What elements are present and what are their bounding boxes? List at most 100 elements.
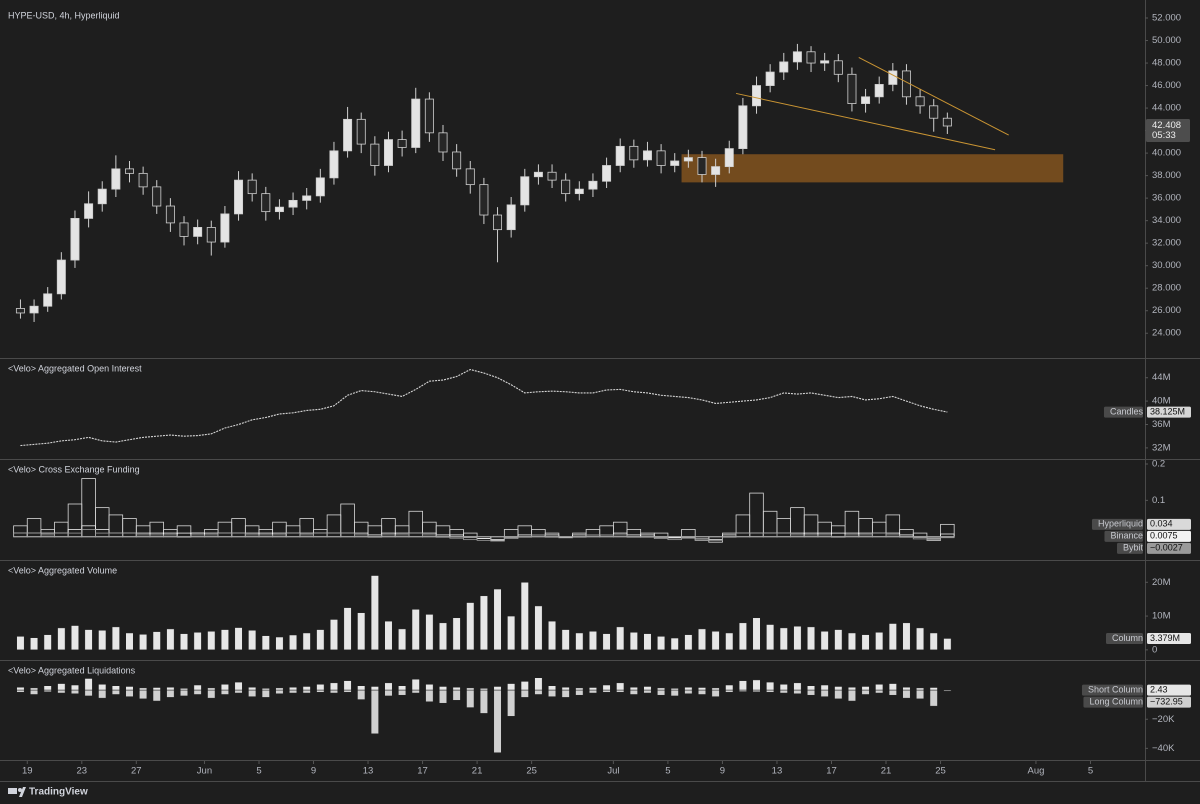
column xyxy=(261,635,270,651)
candle-body xyxy=(942,117,952,127)
column xyxy=(820,631,829,651)
column xyxy=(316,629,325,651)
column xyxy=(275,689,284,695)
column xyxy=(657,636,666,651)
legend-entry: Column 3.379M xyxy=(1105,632,1191,644)
column xyxy=(612,534,628,538)
x-tick-label: Jun xyxy=(197,766,212,777)
candle-body xyxy=(125,168,134,174)
column xyxy=(888,623,897,651)
column xyxy=(738,622,747,651)
column xyxy=(875,689,884,694)
x-tick-label: 9 xyxy=(720,766,725,777)
y-tick-label: 0 xyxy=(1152,644,1157,655)
column xyxy=(725,632,734,651)
column xyxy=(779,684,788,691)
column xyxy=(367,536,383,538)
column xyxy=(670,688,679,691)
candle-body xyxy=(629,145,639,161)
column xyxy=(439,686,448,691)
column xyxy=(343,689,352,693)
candle-body xyxy=(574,188,584,195)
pane-title: HYPE-USD, 4h, Hyperliquid xyxy=(8,10,120,20)
column xyxy=(847,632,856,651)
column xyxy=(831,536,846,538)
column xyxy=(452,686,461,691)
x-tick-label: 13 xyxy=(772,766,783,777)
column xyxy=(248,689,257,697)
column xyxy=(643,686,652,691)
column xyxy=(302,689,311,694)
candle-body xyxy=(602,165,612,182)
column xyxy=(929,632,938,651)
y-tick-label: 48.000 xyxy=(1152,58,1181,69)
column xyxy=(384,620,393,651)
column xyxy=(275,687,284,691)
column xyxy=(354,534,369,538)
column xyxy=(752,689,761,693)
column xyxy=(926,536,941,541)
candle-body xyxy=(179,222,189,237)
column xyxy=(220,684,229,691)
column xyxy=(885,534,901,538)
column xyxy=(820,684,829,691)
column xyxy=(711,687,720,691)
candle-body xyxy=(152,186,162,207)
candle-body xyxy=(833,60,843,75)
candle-body xyxy=(765,71,775,86)
column xyxy=(166,628,175,651)
column xyxy=(766,624,775,651)
candle-body xyxy=(302,195,312,201)
column xyxy=(602,684,611,691)
candle-body xyxy=(274,206,284,213)
column xyxy=(561,686,570,691)
legend-value: 0.034 xyxy=(1150,519,1173,529)
x-tick-label: Jul xyxy=(607,766,619,777)
column xyxy=(708,536,723,541)
column xyxy=(479,595,488,651)
pane-title: <Velo> Aggregated Liquidations xyxy=(8,665,136,675)
column xyxy=(834,629,843,651)
column xyxy=(193,689,202,695)
column xyxy=(943,638,952,651)
candle-body xyxy=(752,85,762,107)
legend-value-box xyxy=(1147,632,1191,644)
column xyxy=(70,689,79,695)
column xyxy=(779,627,788,651)
column xyxy=(84,689,93,697)
column xyxy=(875,684,884,691)
y-tick-label: 44M xyxy=(1152,372,1171,383)
logo-mark xyxy=(8,788,17,794)
column xyxy=(180,689,189,697)
y-tick-label: 50.000 xyxy=(1152,35,1181,46)
column xyxy=(779,689,788,694)
column xyxy=(43,685,52,691)
column xyxy=(220,689,229,695)
candle-body xyxy=(615,145,625,166)
brand-logo xyxy=(8,787,26,797)
brand: TradingView xyxy=(29,787,88,798)
column xyxy=(507,683,516,691)
column xyxy=(398,685,407,691)
candle-body xyxy=(642,150,652,161)
logo-mark xyxy=(19,787,26,797)
candle-body xyxy=(792,51,802,63)
column xyxy=(466,689,475,708)
column xyxy=(193,632,202,651)
column xyxy=(766,681,775,691)
y-tick-label: 10M xyxy=(1152,611,1171,622)
column xyxy=(329,619,338,651)
column xyxy=(16,636,25,651)
column xyxy=(343,680,352,691)
candle-body xyxy=(888,70,898,85)
column xyxy=(588,687,597,691)
column xyxy=(602,633,611,651)
column xyxy=(57,683,66,691)
candle-body xyxy=(84,203,94,219)
column xyxy=(384,689,393,697)
legend-name: Long Column xyxy=(1089,696,1143,706)
column xyxy=(357,612,366,651)
pane-title: <Velo> Aggregated Volume xyxy=(8,565,117,575)
column xyxy=(493,588,502,651)
zone xyxy=(681,154,1064,183)
